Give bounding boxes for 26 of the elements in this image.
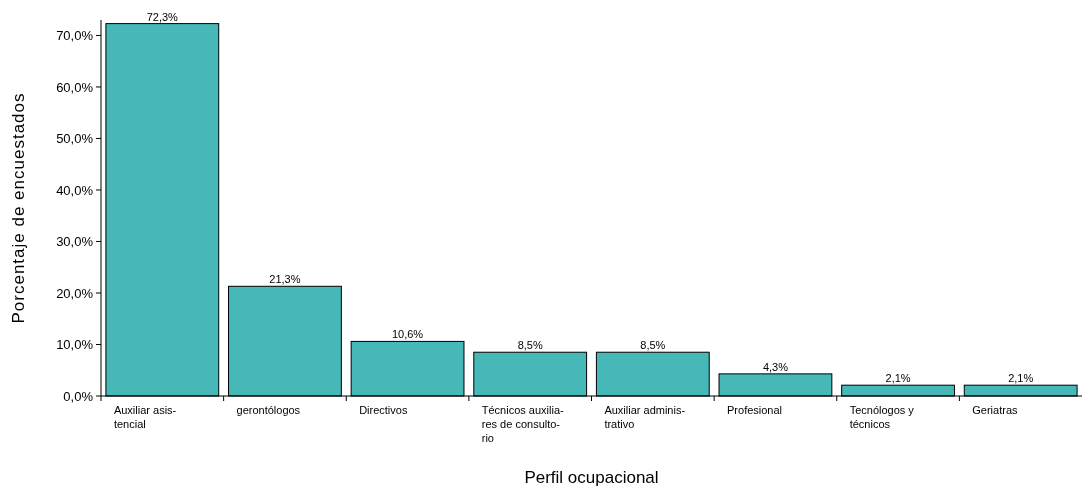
data-label: 2,1% — [1008, 372, 1034, 385]
x-tick-label: Auxiliar asis- tencial — [113, 404, 177, 430]
data-label: 8,5% — [640, 339, 666, 352]
y-tick-label: 20,0% — [56, 285, 94, 301]
data-label: 4,3% — [762, 360, 789, 373]
data-label: 2,1% — [885, 372, 911, 385]
data-label: 8,5% — [517, 339, 543, 352]
x-tick-label: Auxiliar adminis- trativo — [604, 404, 686, 430]
x-tick-label: Técnicos auxilia- res de consulto- rio — [481, 404, 565, 444]
x-axis-title: Perfil ocupacional — [524, 468, 659, 487]
y-tick-label: 0,0% — [63, 388, 94, 404]
y-axis-title: Porcentaje de encuestados — [9, 92, 28, 324]
x-tick-label: gerontólogos — [236, 404, 301, 416]
y-tick-label: 50,0% — [56, 131, 94, 147]
data-label: 10,6% — [391, 328, 424, 341]
y-tick-label: 30,0% — [56, 234, 94, 250]
x-tick-label: Geriatras — [972, 404, 1019, 416]
data-label: 21,3% — [269, 273, 301, 286]
data-label: 72,3% — [146, 10, 179, 23]
y-tick-label: 70,0% — [56, 28, 94, 43]
x-tick-label: Profesional — [727, 404, 783, 416]
y-tick-label: 10,0% — [56, 337, 94, 353]
y-tick-label: 40,0% — [56, 182, 94, 198]
x-tick-label: Tecnólogos y técnicos — [849, 404, 915, 430]
y-tick-label: 60,0% — [56, 79, 94, 95]
x-tick-label: Directivos — [359, 404, 408, 416]
